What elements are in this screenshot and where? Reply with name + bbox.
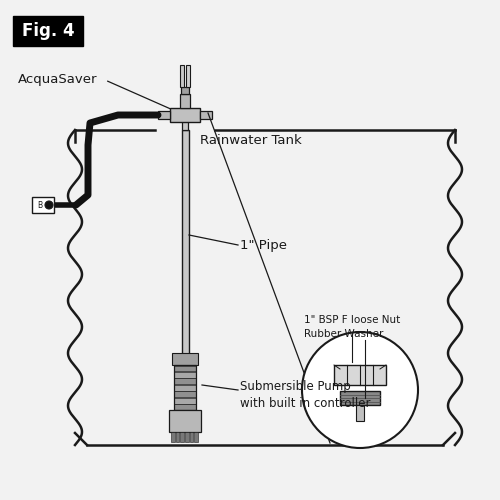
Bar [182,130,189,355]
Bar [158,111,170,119]
Bar [180,94,190,108]
Circle shape [45,201,53,209]
Bar [169,410,201,432]
Bar [174,378,196,384]
Bar [176,432,180,442]
Text: Submersible Pump
with built in controller: Submersible Pump with built in controlle… [240,380,370,410]
Bar [174,391,196,397]
Bar [194,432,198,442]
Text: B: B [37,200,42,209]
Bar [200,111,212,119]
Bar [180,432,184,442]
Bar [186,65,190,87]
Bar [171,432,174,442]
Bar [180,65,184,87]
Bar [334,365,386,385]
Text: 1" BSP F loose Nut: 1" BSP F loose Nut [304,315,400,325]
Text: Rubber Washer: Rubber Washer [304,329,384,339]
FancyBboxPatch shape [13,16,83,46]
Bar [174,398,196,404]
Bar [174,372,196,378]
Bar [185,432,188,442]
Text: AcquaSaver: AcquaSaver [18,74,98,86]
Bar [174,404,196,410]
Bar [174,385,196,390]
Bar [340,391,380,405]
Bar [190,432,194,442]
Bar [174,366,196,372]
Bar [172,353,198,365]
Bar [170,108,200,122]
Bar [181,87,189,94]
Bar [32,197,54,213]
Bar [356,405,364,421]
Text: Rainwater Tank: Rainwater Tank [200,134,302,146]
Text: Fig. 4: Fig. 4 [22,22,74,40]
Text: 1" Pipe: 1" Pipe [240,238,287,252]
Bar [182,100,188,130]
Bar [174,365,196,410]
Circle shape [302,332,418,448]
